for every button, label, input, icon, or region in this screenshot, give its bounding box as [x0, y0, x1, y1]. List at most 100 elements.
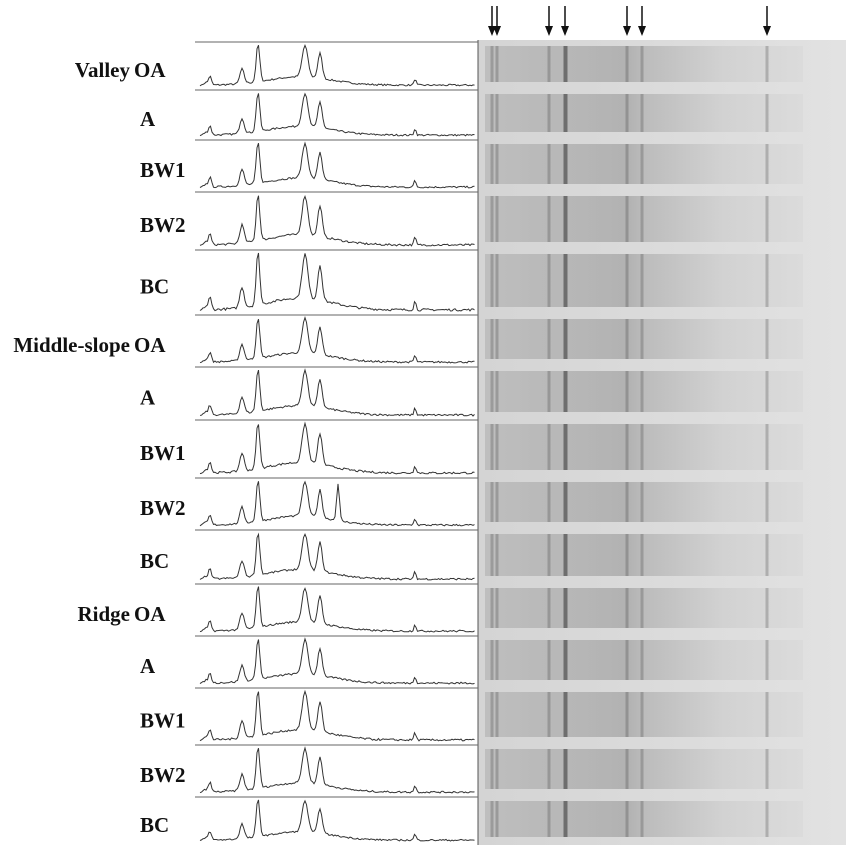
gel-band — [625, 482, 629, 522]
gel-band — [563, 94, 568, 132]
arrow-head — [638, 26, 646, 36]
gel-band — [640, 749, 644, 789]
gel-band — [625, 254, 629, 307]
horizon-label: BC — [140, 549, 169, 573]
gel-lane — [485, 196, 803, 242]
gel-band — [490, 319, 494, 359]
gel-band — [495, 801, 499, 837]
gel-band — [563, 588, 568, 628]
densitometry-trace — [199, 141, 475, 189]
gel-band — [547, 692, 551, 737]
gel-band — [547, 319, 551, 359]
gel-band — [563, 196, 568, 242]
gel-band — [640, 534, 644, 576]
gel-band — [765, 196, 769, 242]
gel-band — [640, 196, 644, 242]
site-label: Middle-slope — [13, 333, 130, 357]
gel-band — [490, 196, 494, 242]
gel-band — [495, 319, 499, 359]
gel-lane — [485, 144, 803, 184]
gel-band — [625, 588, 629, 628]
gel-lane — [485, 482, 803, 522]
gel-band — [625, 371, 629, 412]
gel-band — [563, 319, 568, 359]
gel-band — [490, 46, 494, 82]
gel-band — [765, 424, 769, 470]
gel-band — [640, 371, 644, 412]
gel-band — [490, 94, 494, 132]
densitometry-trace — [199, 44, 475, 87]
gel-band — [495, 196, 499, 242]
gel-band — [547, 534, 551, 576]
densitometry-trace — [199, 368, 475, 417]
gel-band — [563, 254, 568, 307]
gel-lane — [485, 801, 803, 837]
gel-band — [765, 46, 769, 82]
band-arrows — [488, 6, 771, 36]
gel-band — [563, 482, 568, 522]
gel-band — [547, 482, 551, 522]
gel-band — [547, 94, 551, 132]
gel-lane — [485, 94, 803, 132]
gel-lane — [485, 749, 803, 789]
gel-band — [640, 692, 644, 737]
gel-band — [765, 371, 769, 412]
gel-band — [640, 94, 644, 132]
gel-band — [547, 588, 551, 628]
gel-band — [563, 640, 568, 680]
gel-band — [495, 46, 499, 82]
gel-band — [640, 588, 644, 628]
gel-band — [563, 749, 568, 789]
gel-lane — [485, 588, 803, 628]
gel-band — [495, 424, 499, 470]
gel-band — [490, 254, 494, 307]
gel-band — [640, 640, 644, 680]
gel-band — [625, 46, 629, 82]
horizon-label: A — [140, 385, 156, 409]
gel-band — [547, 196, 551, 242]
gel-band — [490, 424, 494, 470]
horizon-label: BW2 — [140, 213, 186, 237]
horizon-label: A — [140, 654, 156, 678]
densitometry-trace — [199, 252, 475, 312]
gel-band — [625, 692, 629, 737]
gel-lane — [485, 371, 803, 412]
gel-lane — [485, 534, 803, 576]
horizon-label: BW1 — [140, 158, 186, 182]
gel-band — [495, 94, 499, 132]
gel-lane — [485, 692, 803, 737]
site-label: Ridge — [78, 602, 131, 626]
densitometry-trace — [199, 637, 475, 685]
gel-band — [765, 588, 769, 628]
gel-band — [625, 424, 629, 470]
horizon-label: BW2 — [140, 763, 186, 787]
horizon-label: BW1 — [140, 441, 186, 465]
gel-band — [490, 144, 494, 184]
densitometry-trace — [199, 195, 475, 247]
gel-band — [765, 692, 769, 737]
gel-band — [640, 254, 644, 307]
gel-band — [765, 482, 769, 522]
gel-band — [490, 534, 494, 576]
gel-band — [765, 319, 769, 359]
gel-band — [563, 371, 568, 412]
gel-band — [625, 801, 629, 837]
gel-band — [765, 534, 769, 576]
densitometry-trace — [199, 316, 475, 364]
horizon-label: BC — [140, 274, 169, 298]
gel-band — [495, 482, 499, 522]
gel-lane — [485, 424, 803, 470]
horizon-label: OA — [134, 602, 166, 626]
gel-band — [625, 534, 629, 576]
gel-band — [563, 692, 568, 737]
densitometry-trace — [199, 586, 475, 633]
densitometry-trace — [199, 746, 475, 794]
gel-band — [765, 254, 769, 307]
gel-band — [625, 196, 629, 242]
densitometry-trace — [199, 799, 475, 842]
densitometry-trace — [199, 532, 475, 581]
gel-lane — [485, 46, 803, 82]
gel-band — [490, 692, 494, 737]
gel-band — [765, 94, 769, 132]
